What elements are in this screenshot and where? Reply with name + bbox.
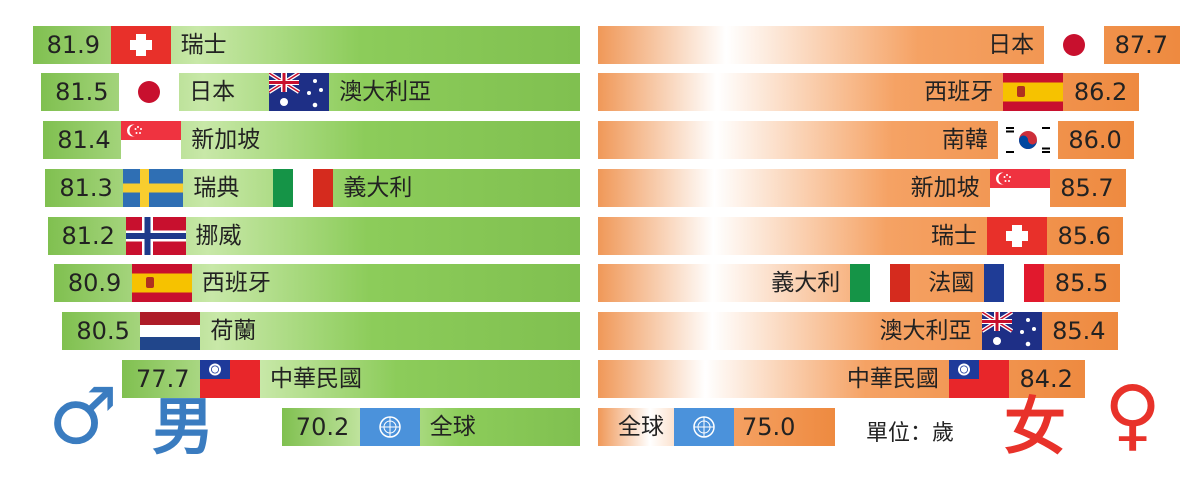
male-value-label: 80.9 (67, 269, 122, 297)
singapore-flag-icon (989, 169, 1050, 207)
male-value-label: 81.2 (61, 222, 115, 250)
female-bar: 87.7 日本 (598, 26, 1181, 64)
female-bar: 85.4 澳大利亞 (598, 310, 1118, 350)
female-bar: 85.5 法國 義大利 (598, 264, 1121, 302)
male-label: 男 (152, 390, 215, 463)
un-flag-icon (359, 408, 420, 446)
female-bar: 85.7 新加坡 (598, 169, 1126, 207)
female-value-label: 85.5 (1054, 269, 1109, 297)
female-label: 女 (1004, 390, 1067, 463)
female-symbol: ♀ (1104, 370, 1162, 460)
male-bar: 81.2 挪威 (47, 217, 580, 255)
female-country-label: 義大利 (771, 270, 841, 296)
switzerland-flag-icon (986, 217, 1047, 255)
female-value-label: 75.0 (742, 413, 796, 441)
france-flag-icon (984, 264, 1045, 302)
switzerland-flag-icon (110, 26, 171, 64)
female-bar: 全球 75.0 (598, 408, 835, 446)
female-country-label: 新加坡 (910, 175, 980, 201)
male-country-label: 荷蘭 (210, 318, 257, 344)
male-value-label: 70.2 (295, 413, 350, 441)
female-country-label: 澳大利亞 (879, 318, 972, 344)
australia-flag-icon (980, 310, 1042, 350)
female-country-label: 西班牙 (924, 79, 994, 105)
male-value-label: 81.3 (59, 174, 113, 202)
korea-flag-icon (997, 121, 1058, 159)
male-bar: 80.5 荷蘭 (62, 312, 580, 350)
roc-flag-icon (200, 360, 261, 398)
female-value-label: 85.4 (1052, 317, 1106, 345)
italy-flag-icon (850, 264, 911, 302)
female-bar: 84.2 中華民國 (598, 360, 1085, 398)
male-bar: 81.9 瑞士 (32, 26, 580, 64)
female-value-label: 85.6 (1057, 222, 1111, 250)
male-country-label: 中華民國 (270, 366, 363, 392)
male-bar: 81.4 新加坡 (43, 121, 580, 159)
male-bar: 81.3 瑞典 義大利 (45, 169, 580, 207)
japan-flag-icon (119, 73, 180, 111)
female-bar: 86.2 西班牙 (598, 73, 1140, 111)
male-country-label: 瑞典 (193, 175, 240, 201)
male-country-label: 新加坡 (191, 127, 261, 153)
female-value-label: 86.0 (1068, 126, 1122, 154)
australia-flag-icon (268, 71, 330, 111)
spain-flag-icon (131, 264, 192, 302)
sweden-flag-icon (123, 169, 184, 207)
female-value-label: 84.2 (1019, 365, 1073, 393)
male-value-label: 81.5 (55, 78, 109, 106)
male-value-label: 80.5 (76, 317, 130, 345)
japan-flag-icon (1044, 26, 1105, 64)
male-bar: 80.9 西班牙 (53, 264, 580, 302)
singapore-flag-icon (121, 121, 182, 159)
italy-flag-icon (273, 169, 334, 207)
male-country-label: 西班牙 (201, 270, 271, 296)
female-value-label: 87.7 (1114, 31, 1169, 59)
female-bar: 85.6 瑞士 (598, 217, 1123, 255)
female-country-label: 日本 (988, 32, 1035, 58)
male-country-label: 日本 (189, 79, 236, 105)
male-symbol: ♂ (48, 372, 118, 462)
female-bar: 86.0 南韓 (598, 121, 1134, 159)
male-value-label: 81.9 (46, 31, 101, 59)
roc-flag-icon (948, 360, 1009, 398)
male-value-label: 77.7 (136, 365, 190, 393)
female-country-label: 全球 (618, 414, 664, 440)
female-country-label: 中華民國 (846, 366, 939, 392)
spain-flag-icon (1003, 73, 1064, 111)
netherlands-flag-icon (140, 312, 201, 350)
unit-label: 單位：歲 (866, 421, 955, 446)
male-country-label: 全球 (429, 414, 476, 440)
male-country-label: 義大利 (343, 175, 413, 201)
male-country-label: 澳大利亞 (339, 79, 432, 105)
female-country-label: 瑞士 (930, 223, 977, 249)
male-bar: 70.2 全球 (281, 408, 580, 446)
female-value-label: 85.7 (1060, 174, 1114, 202)
male-country-label: 瑞士 (180, 32, 227, 58)
female-country-label: 南韓 (941, 127, 988, 153)
male-value-label: 81.4 (57, 126, 111, 154)
norway-flag-icon (125, 217, 186, 255)
male-bar: 81.5 日本 澳大利亞 (41, 71, 580, 111)
female-value-label: 86.2 (1073, 78, 1128, 106)
un-flag-icon (674, 408, 734, 446)
female-country-label: 法國 (928, 270, 975, 296)
male-bar: 77.7 中華民國 (122, 360, 580, 398)
male-country-label: 挪威 (195, 223, 242, 249)
